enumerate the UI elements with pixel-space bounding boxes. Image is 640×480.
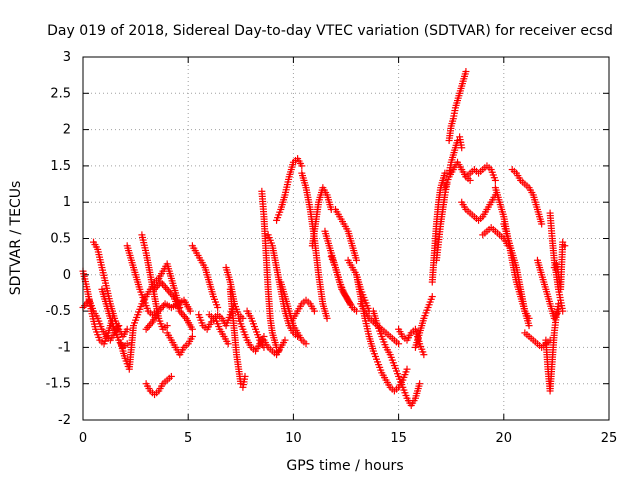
data-point <box>176 303 184 311</box>
data-point <box>123 340 131 348</box>
data-point <box>403 365 411 373</box>
data-point <box>275 347 283 355</box>
data-point <box>186 307 194 315</box>
y-tick-label: 1 <box>63 195 71 210</box>
data-point <box>160 282 168 290</box>
data-point <box>458 144 466 152</box>
data-point <box>310 307 318 315</box>
data-point <box>491 176 499 184</box>
data-point <box>353 307 361 315</box>
data-point <box>559 238 567 246</box>
y-tick-label: 1.5 <box>50 159 71 174</box>
data-point <box>538 220 546 228</box>
data-points <box>79 68 569 409</box>
data-point <box>353 256 361 264</box>
data-point <box>154 282 162 290</box>
data-point <box>188 333 196 341</box>
data-point <box>158 280 166 288</box>
data-point <box>281 336 289 344</box>
data-point <box>346 300 354 308</box>
x-tick-label: 15 <box>390 431 407 446</box>
y-axis-title: SDTVAR / TECUs <box>8 181 24 296</box>
data-point <box>420 351 428 359</box>
y-tick-label: 0.5 <box>50 232 71 247</box>
data-point <box>167 372 175 380</box>
y-tick-label: -2 <box>58 413 71 428</box>
x-tick-label: 20 <box>496 431 513 446</box>
data-point <box>323 314 331 322</box>
data-point <box>395 340 403 348</box>
x-tick-label: 0 <box>79 431 87 446</box>
data-point <box>224 340 232 348</box>
data-point <box>525 322 533 330</box>
data-point <box>123 325 131 333</box>
data-point <box>142 325 150 333</box>
data-point <box>561 242 569 250</box>
data-point <box>144 323 152 331</box>
x-axis-title: GPS time / hours <box>286 458 403 474</box>
plot-frame <box>82 56 610 421</box>
grid <box>83 57 609 420</box>
x-tick-label: 10 <box>285 431 302 446</box>
data-point <box>298 162 306 170</box>
y-tick-label: 2 <box>63 123 71 138</box>
data-point <box>159 302 167 310</box>
x-tick-label: 5 <box>184 431 192 446</box>
x-tick-label: 25 <box>601 431 618 446</box>
data-point <box>145 322 153 330</box>
data-point <box>241 372 249 380</box>
data-point <box>179 311 187 319</box>
y-tick-label: -1.5 <box>46 377 71 392</box>
data-point <box>162 284 170 292</box>
y-tick-label: 0 <box>63 268 71 283</box>
y-tick-label: -0.5 <box>46 304 71 319</box>
data-point <box>163 322 171 330</box>
y-tick-label: 3 <box>63 50 71 65</box>
chart-title: Day 019 of 2018, Sidereal Day-to-day VTE… <box>47 23 613 39</box>
axis-ticks: 0 5 10 15 20 25 -2 -1.5 -1 -0.5 0 0.5 1 1.5 2 2.5 3 <box>46 50 618 446</box>
data-point <box>302 340 310 348</box>
y-tick-label: 2.5 <box>50 86 71 101</box>
data-point <box>559 307 567 315</box>
data-point <box>466 176 474 184</box>
data-point <box>214 303 222 311</box>
data-point <box>462 68 470 76</box>
data-point <box>416 380 424 388</box>
y-tick-label: -1 <box>58 340 71 355</box>
data-point <box>428 293 436 301</box>
data-point <box>188 325 196 333</box>
data-point <box>163 285 171 293</box>
